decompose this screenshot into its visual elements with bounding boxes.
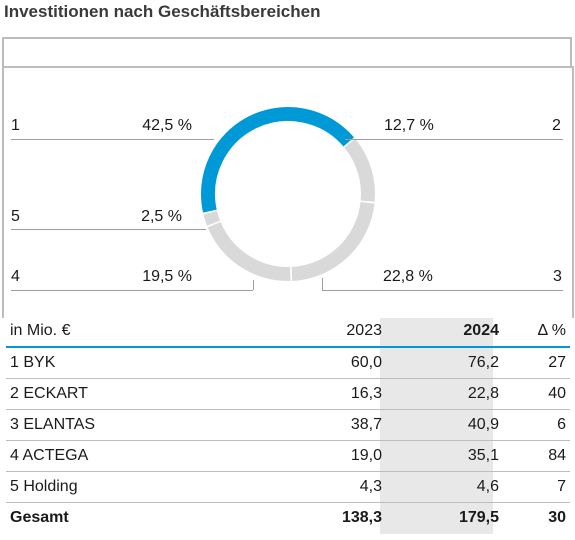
- slice-2-id: 2: [552, 117, 561, 134]
- donut-chart: [201, 107, 375, 281]
- table-total-row: Gesamt 138,3 179,5 30: [6, 503, 570, 534]
- total-delta: 30: [548, 509, 566, 526]
- frame-right-edge: [570, 37, 572, 68]
- frame-top-rule: [2, 37, 572, 39]
- row-delta: 7: [503, 471, 570, 503]
- slice-1-leader: [11, 139, 214, 140]
- slice-1-id: 1: [11, 117, 20, 134]
- row-2024: 40,9: [386, 409, 503, 441]
- year-2023-header: 2023: [272, 316, 386, 348]
- row-2023: 38,7: [272, 409, 386, 441]
- table-header-row: in Mio. € 2023 2024 Δ %: [6, 316, 570, 348]
- row-name: 4 ACTEGA: [6, 440, 272, 472]
- table-row: 3 ELANTAS 38,7 40,9 6: [6, 409, 570, 441]
- donut-slice-4: [207, 221, 291, 281]
- donut-slice-3: [291, 201, 375, 281]
- slice-3-leader-tick: [322, 278, 323, 290]
- row-delta: 40: [503, 378, 570, 410]
- row-2023: 60,0: [272, 347, 386, 379]
- row-name: 3 ELANTAS: [6, 409, 272, 441]
- row-2024: 76,2: [386, 347, 503, 379]
- row-2024: 22,8: [386, 378, 503, 410]
- row-delta: 84: [503, 440, 570, 472]
- slice-1-value-label: 42,5 %: [142, 117, 192, 134]
- row-2023: 16,3: [272, 378, 386, 410]
- year-2024-header: 2024: [386, 316, 503, 348]
- data-table: in Mio. € 2023 2024 Δ % 1 BYK 60,0 76,2 …: [6, 316, 570, 533]
- unit-header: in Mio. €: [6, 316, 272, 348]
- table-row: 4 ACTEGA 19,0 35,1 84: [6, 440, 570, 472]
- table-row: 2 ECKART 16,3 22,8 40: [6, 378, 570, 410]
- slice-3-value-label: 22,8 %: [383, 268, 433, 285]
- chart-title: Investitionen nach Geschäftsbereichen: [4, 2, 321, 21]
- row-name: 2 ECKART: [6, 378, 272, 410]
- row-name: 5 Holding: [6, 471, 272, 503]
- total-name: Gesamt: [10, 509, 69, 526]
- donut-slice-1: [201, 107, 355, 213]
- slice-3-id: 3: [553, 268, 562, 285]
- donut-slice-5: [203, 211, 221, 226]
- donut-slice-2: [344, 138, 375, 202]
- slice-5-value-label: 2,5 %: [141, 208, 182, 225]
- chart-frame: [2, 66, 574, 318]
- row-delta: 27: [503, 347, 570, 379]
- slice-2-value-label: 12,7 %: [384, 117, 434, 134]
- row-2024: 35,1: [386, 440, 503, 472]
- slice-4-value-label: 19,5 %: [142, 268, 192, 285]
- row-2023: 19,0: [272, 440, 386, 472]
- table-row: 5 Holding 4,3 4,6 7: [6, 471, 570, 503]
- table-row: 1 BYK 60,0 76,2 27: [6, 347, 570, 379]
- slice-2-leader: [345, 139, 563, 140]
- frame-left-edge: [2, 37, 4, 68]
- slice-4-leader: [11, 290, 253, 291]
- slice-3-leader: [322, 290, 563, 291]
- slice-4-id: 4: [11, 268, 20, 285]
- delta-header: Δ %: [503, 316, 570, 348]
- row-name: 1 BYK: [6, 347, 272, 379]
- slice-4-leader-tick: [253, 280, 254, 290]
- slice-5-id: 5: [11, 208, 20, 225]
- row-2023: 4,3: [272, 471, 386, 503]
- row-delta: 6: [503, 409, 570, 441]
- slice-5-leader: [11, 229, 206, 230]
- total-2024: 179,5: [458, 509, 499, 526]
- total-2023: 138,3: [341, 509, 382, 526]
- row-2024: 4,6: [386, 471, 503, 503]
